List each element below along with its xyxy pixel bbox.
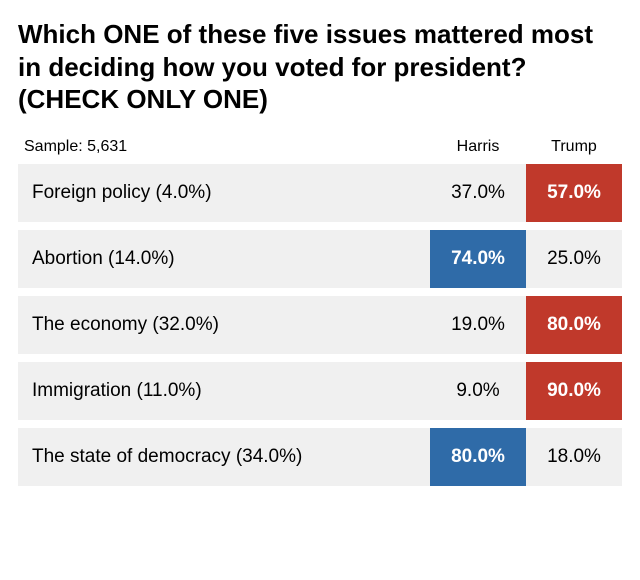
column-header-trump: Trump: [526, 138, 622, 156]
issue-label: Foreign policy (4.0%): [18, 164, 430, 222]
trump-value: 80.0%: [526, 296, 622, 354]
harris-value: 80.0%: [430, 428, 526, 486]
table-row: Immigration (11.0%)9.0%90.0%: [18, 362, 622, 420]
issue-label: The economy (32.0%): [18, 296, 430, 354]
trump-value: 25.0%: [526, 230, 622, 288]
harris-value: 9.0%: [430, 362, 526, 420]
question-title: Which ONE of these five issues mattered …: [18, 18, 622, 116]
issue-label: Immigration (11.0%): [18, 362, 430, 420]
trump-value: 18.0%: [526, 428, 622, 486]
harris-value: 74.0%: [430, 230, 526, 288]
trump-value: 57.0%: [526, 164, 622, 222]
table-row: Abortion (14.0%)74.0%25.0%: [18, 230, 622, 288]
column-header-harris: Harris: [430, 138, 526, 156]
table-row: The economy (32.0%)19.0%80.0%: [18, 296, 622, 354]
trump-value: 90.0%: [526, 362, 622, 420]
table-row: Foreign policy (4.0%)37.0%57.0%: [18, 164, 622, 222]
sample-label: Sample: 5,631: [18, 138, 430, 156]
issue-label: Abortion (14.0%): [18, 230, 430, 288]
issue-label: The state of democracy (34.0%): [18, 428, 430, 486]
harris-value: 37.0%: [430, 164, 526, 222]
rows-container: Foreign policy (4.0%)37.0%57.0% Abortion …: [18, 164, 622, 486]
header-row: Sample: 5,631 Harris Trump: [18, 138, 622, 156]
harris-value: 19.0%: [430, 296, 526, 354]
table-row: The state of democracy (34.0%)80.0%18.0%: [18, 428, 622, 486]
